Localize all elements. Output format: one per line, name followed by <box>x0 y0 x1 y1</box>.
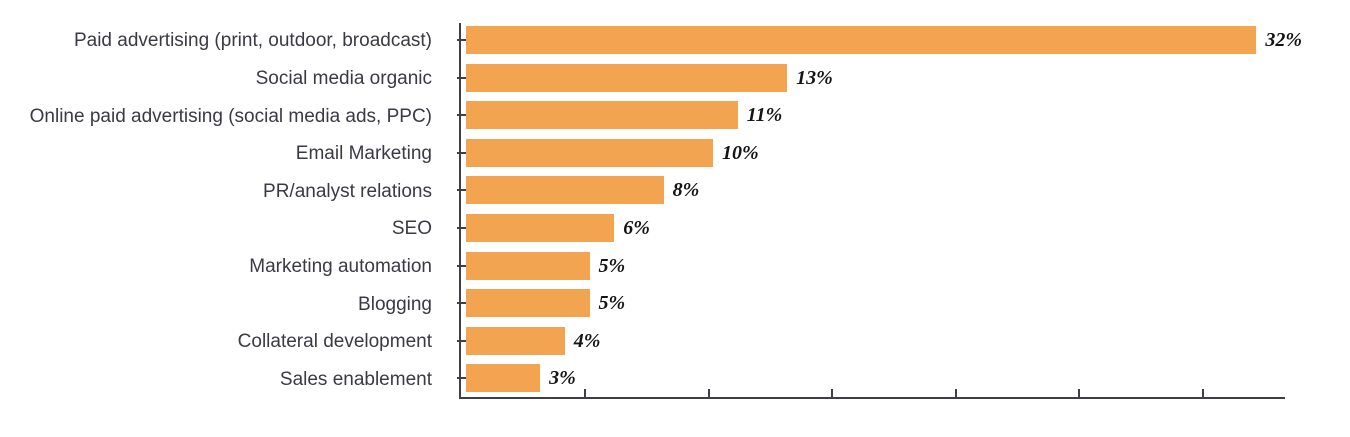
value-label: 10% <box>722 141 759 164</box>
y-axis-tick <box>457 189 466 192</box>
category-label: Sales enablement <box>279 368 432 390</box>
category-axis: Paid advertising (print, outdoor, broadc… <box>0 23 432 399</box>
value-label: 3% <box>549 367 576 390</box>
bar <box>466 176 664 205</box>
value-label: 5% <box>598 292 626 315</box>
y-axis-tick <box>457 227 466 229</box>
plot-area: 32% 13% 11% 10% 8% 6% 5% 5% 4% 3% <box>457 23 1302 399</box>
x-axis-tick <box>584 389 586 397</box>
category-label: SEO <box>391 218 432 240</box>
y-axis-tick <box>457 264 466 267</box>
y-axis-tick <box>457 151 466 154</box>
bar-row: 32% <box>459 23 1302 61</box>
category-label: Email Marketing <box>295 143 432 165</box>
bar-row: 4% <box>459 324 1285 362</box>
bar-row: 5% <box>459 249 1285 287</box>
bar-row: 6% <box>459 211 1285 249</box>
category-label: Blogging <box>358 293 432 315</box>
bar <box>466 364 541 393</box>
x-axis-tick <box>707 389 710 397</box>
bar <box>466 214 615 242</box>
x-axis-line <box>459 397 1285 399</box>
value-label: 32% <box>1265 29 1303 51</box>
category-label: Collateral development <box>237 331 432 353</box>
value-label: 4% <box>573 329 601 352</box>
bar-row: 13% <box>459 61 1285 99</box>
bar-row: 11% <box>459 98 1285 136</box>
bar <box>466 251 590 280</box>
value-label: 8% <box>672 179 700 202</box>
bar-row: 3% <box>459 361 1285 399</box>
y-axis-tick <box>457 114 466 117</box>
y-axis-tick <box>457 302 466 305</box>
bar <box>466 101 738 130</box>
value-label: 6% <box>623 217 650 239</box>
bar <box>466 138 713 167</box>
category-label: Paid advertising (print, outdoor, broadc… <box>73 30 432 52</box>
value-label: 11% <box>746 104 783 127</box>
category-label: PR/analyst relations <box>263 180 432 202</box>
x-axis-tick <box>1078 389 1080 397</box>
x-axis-tick <box>831 389 833 397</box>
bar <box>466 326 565 355</box>
bar <box>466 26 1257 54</box>
bar-row: 8% <box>459 173 1285 211</box>
y-axis-tick <box>457 339 466 342</box>
category-label: Marketing automation <box>249 255 432 277</box>
category-label: Social media organic <box>255 67 432 89</box>
x-axis-tick <box>1201 389 1204 397</box>
x-axis-tick <box>954 389 957 397</box>
y-axis-tick <box>457 39 466 41</box>
bar <box>466 63 788 92</box>
bar-row: 5% <box>459 286 1285 324</box>
y-axis-tick <box>457 76 466 79</box>
y-axis-line <box>459 23 461 399</box>
value-label: 13% <box>796 66 833 89</box>
bar-row: 10% <box>459 136 1285 174</box>
bar <box>466 289 590 318</box>
y-axis-tick <box>457 377 466 380</box>
category-label: Online paid advertising (social media ad… <box>29 105 432 127</box>
value-label: 5% <box>598 254 626 277</box>
